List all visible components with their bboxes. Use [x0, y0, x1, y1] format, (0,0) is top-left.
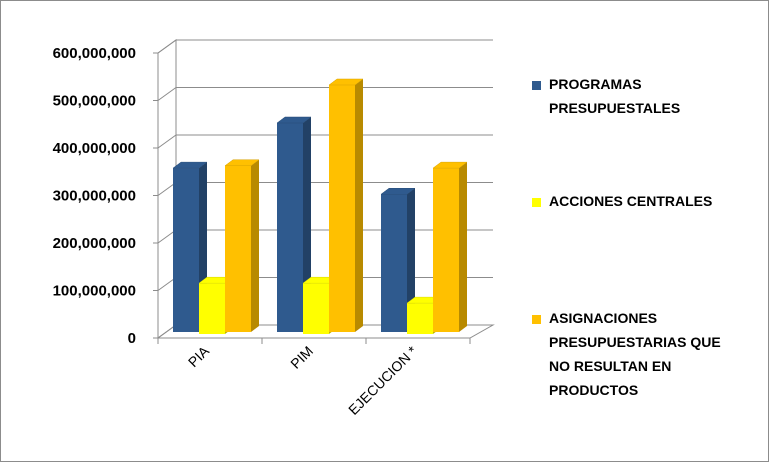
bar-front: [381, 194, 407, 332]
bar-front: [407, 303, 433, 334]
bar-side: [355, 79, 363, 332]
legend-label: ACCIONES CENTRALES: [549, 189, 759, 213]
bar-front: [329, 85, 355, 332]
legend-label: PROGRAMAS PRESUPUESTALES: [549, 72, 759, 120]
legend-line: ASIGNACIONES: [549, 310, 658, 326]
y-axis-ticks: 0 100,000,000 200,000,000 300,000,000 400,00…: [53, 45, 136, 347]
y-tick-label: 300,000,000: [53, 188, 136, 205]
legend-label: ASIGNACIONES PRESUPUESTARIAS QUE NO RESU…: [549, 306, 759, 402]
legend-item-acciones: ACCIONES CENTRALES: [532, 193, 759, 213]
bar: [328, 78, 364, 332]
bar-front: [199, 283, 225, 334]
bar: [432, 161, 468, 332]
x-category-label: PIA: [185, 342, 213, 370]
legend-item-programas: PROGRAMAS PRESUPUESTALES: [532, 76, 759, 120]
legend-line: NO RESULTAN EN: [549, 358, 672, 374]
bar-front: [277, 123, 303, 332]
bar-top: [328, 78, 364, 86]
bar: [172, 161, 208, 332]
bar-side: [407, 188, 415, 332]
bars: [172, 78, 468, 334]
bar-top: [380, 188, 416, 195]
y-tick-label: 400,000,000: [53, 140, 136, 157]
legend-line: PRODUCTOS: [549, 382, 639, 398]
bar-side: [303, 117, 311, 332]
y-tick-label: 600,000,000: [53, 45, 136, 62]
bar-top: [432, 161, 468, 169]
bar: [380, 188, 416, 332]
legend-line: PRESUPUESTARIAS QUE: [549, 334, 721, 350]
legend-line: PROGRAMAS: [549, 76, 642, 92]
y-tick-label: 200,000,000: [53, 235, 136, 252]
legend-item-asignaciones: ASIGNACIONES PRESUPUESTARIAS QUE NO RESU…: [532, 310, 759, 402]
bar: [276, 116, 312, 332]
bar-side: [459, 162, 467, 332]
bar-front: [433, 168, 459, 332]
bar: [224, 159, 260, 332]
y-tick-label: 0: [128, 330, 136, 347]
bar-front: [225, 165, 251, 332]
bar-front: [173, 168, 199, 332]
x-category-label: EJECUCION *: [345, 342, 421, 418]
bar-top: [172, 161, 208, 169]
gridline: [157, 39, 493, 54]
gridline: [157, 87, 493, 101]
y-tick-label: 100,000,000: [53, 283, 136, 300]
legend-line: PRESUPUESTALES: [549, 100, 681, 116]
legend-swatch: [532, 315, 541, 324]
bar-front: [303, 283, 329, 334]
x-axis-categories: PIA PIM EJECUCION *: [185, 342, 421, 418]
legend-swatch: [532, 81, 541, 90]
bar-top: [276, 116, 312, 124]
bar-top: [224, 159, 260, 166]
legend-line: ACCIONES CENTRALES: [549, 193, 713, 209]
x-category-label: PIM: [287, 343, 316, 372]
bar-side: [251, 159, 259, 332]
gridline: [157, 134, 493, 149]
legend-swatch: [532, 198, 541, 207]
y-tick-label: 500,000,000: [53, 93, 136, 110]
